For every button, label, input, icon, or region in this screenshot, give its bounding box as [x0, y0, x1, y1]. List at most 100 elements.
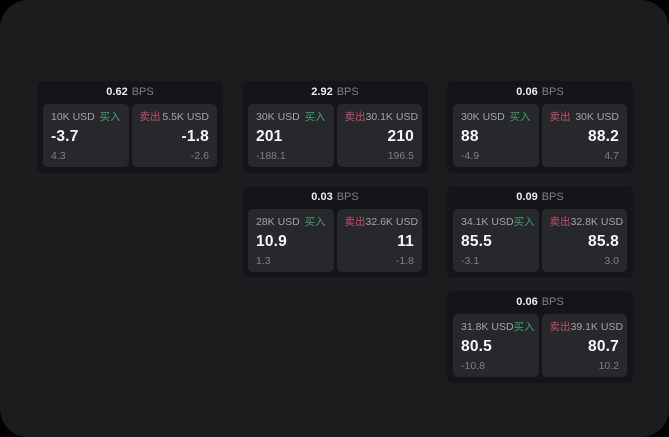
sell-panel[interactable]: 卖出 39.1K USD 80.7 10.2	[541, 314, 627, 377]
sell-panel-header: 卖出 30.1K USD	[344, 111, 419, 123]
quote-panels: 30K USD 买入 88 -4.9 卖出 30K USD 88.2 4.7	[453, 104, 627, 167]
quote-card: 0.06 BPS 30K USD 买入 88 -4.9 卖出 30K USD 8…	[447, 81, 633, 173]
quote-card: 0.62 BPS 10K USD 买入 -3.7 4.3 卖出 5.5K USD…	[37, 81, 223, 173]
buy-amount-label: 28K USD	[256, 216, 300, 228]
bps-unit: BPS	[131, 86, 154, 98]
bps-header: 0.03 BPS	[248, 186, 422, 209]
buy-amount-label: 30K USD	[256, 111, 300, 123]
bps-unit: BPS	[336, 86, 359, 98]
buy-sub-value: -188.1	[256, 149, 286, 162]
sell-panel-header: 卖出 39.1K USD	[549, 321, 624, 333]
sell-price: 210	[387, 127, 414, 145]
buy-sub-value: -3.1	[461, 254, 480, 267]
sell-amount-label: 32.6K USD	[365, 216, 419, 228]
bps-header: 2.92 BPS	[248, 81, 422, 104]
quote-panels: 34.1K USD 买入 85.5 -3.1 卖出 32.8K USD 85.8…	[453, 209, 627, 272]
sell-panel-header: 卖出 32.8K USD	[549, 216, 624, 228]
quote-panels: 30K USD 买入 201 -188.1 卖出 30.1K USD 210 1…	[248, 104, 422, 167]
buy-sub-value: 1.3	[256, 254, 271, 267]
bps-value: 0.62	[106, 86, 128, 98]
buy-panel-header: 30K USD 买入	[461, 112, 531, 123]
buy-price: 201	[256, 127, 283, 145]
quote-panels: 28K USD 买入 10.9 1.3 卖出 32.6K USD 11 -1.8	[248, 209, 422, 272]
sell-panel-header: 卖出 5.5K USD	[140, 112, 210, 123]
bps-header: 0.06 BPS	[453, 291, 627, 314]
sell-price: 80.7	[588, 337, 619, 355]
bps-value: 0.09	[516, 191, 538, 203]
sell-sub-value: -2.6	[190, 149, 209, 162]
buy-panel-header: 28K USD 买入	[256, 217, 326, 228]
sell-side-label: 卖出	[549, 321, 571, 333]
sell-panel-header: 卖出 32.6K USD	[344, 216, 419, 228]
sell-amount-label: 5.5K USD	[162, 111, 209, 123]
buy-panel-header: 30K USD 买入	[256, 112, 326, 123]
quote-card: 2.92 BPS 30K USD 买入 201 -188.1 卖出 30.1K …	[242, 81, 428, 173]
sell-panel-header: 卖出 30K USD	[550, 112, 620, 123]
bps-value: 0.03	[311, 191, 333, 203]
buy-panel-header: 34.1K USD 买入	[461, 216, 535, 228]
buy-side-label: 买入	[304, 216, 326, 228]
buy-panel[interactable]: 30K USD 买入 88 -4.9	[453, 104, 539, 167]
buy-panel[interactable]: 31.8K USD 买入 80.5 -10.8	[453, 314, 539, 377]
bps-unit: BPS	[336, 191, 359, 203]
sell-sub-value: 3.0	[604, 254, 619, 267]
sell-panel[interactable]: 卖出 5.5K USD -1.8 -2.6	[131, 104, 217, 167]
bps-header: 0.09 BPS	[453, 186, 627, 209]
buy-sub-value: -4.9	[461, 149, 480, 162]
bps-header: 0.06 BPS	[453, 81, 627, 104]
sell-panel[interactable]: 卖出 30K USD 88.2 4.7	[541, 104, 627, 167]
sell-side-label: 卖出	[344, 216, 366, 228]
quote-card: 0.03 BPS 28K USD 买入 10.9 1.3 卖出 32.6K US…	[242, 186, 428, 278]
buy-price: 88	[461, 127, 479, 145]
sell-price: 11	[397, 232, 414, 250]
sell-amount-label: 30K USD	[575, 111, 619, 123]
buy-amount-label: 10K USD	[51, 111, 95, 123]
buy-price: 80.5	[461, 337, 492, 355]
sell-panel[interactable]: 卖出 32.8K USD 85.8 3.0	[541, 209, 627, 272]
sell-sub-value: 4.7	[604, 149, 619, 162]
buy-amount-label: 31.8K USD	[461, 321, 514, 333]
sell-panel[interactable]: 卖出 30.1K USD 210 196.5	[336, 104, 422, 167]
sell-price: 85.8	[588, 232, 619, 250]
quote-card: 0.06 BPS 31.8K USD 买入 80.5 -10.8 卖出 39.1…	[447, 291, 633, 383]
sell-panel[interactable]: 卖出 32.6K USD 11 -1.8	[336, 209, 422, 272]
bps-value: 2.92	[311, 86, 333, 98]
buy-amount-label: 30K USD	[461, 111, 505, 123]
sell-amount-label: 32.8K USD	[570, 216, 624, 228]
bps-value: 0.06	[516, 296, 538, 308]
sell-side-label: 卖出	[344, 111, 366, 123]
buy-panel[interactable]: 28K USD 买入 10.9 1.3	[248, 209, 334, 272]
buy-panel[interactable]: 30K USD 买入 201 -188.1	[248, 104, 334, 167]
buy-side-label: 买入	[509, 111, 531, 123]
sell-price: -1.8	[181, 127, 209, 145]
bps-header: 0.62 BPS	[43, 81, 217, 104]
sell-sub-value: -1.8	[395, 254, 414, 267]
quote-panels: 31.8K USD 买入 80.5 -10.8 卖出 39.1K USD 80.…	[453, 314, 627, 377]
sell-side-label: 卖出	[549, 111, 571, 123]
bps-unit: BPS	[541, 191, 564, 203]
bps-value: 0.06	[516, 86, 538, 98]
buy-panel-header: 31.8K USD 买入	[461, 321, 535, 333]
buy-amount-label: 34.1K USD	[461, 216, 514, 228]
buy-panel[interactable]: 10K USD 买入 -3.7 4.3	[43, 104, 129, 167]
buy-panel-header: 10K USD 买入	[51, 112, 121, 123]
quote-card: 0.09 BPS 34.1K USD 买入 85.5 -3.1 卖出 32.8K…	[447, 186, 633, 278]
sell-price: 88.2	[588, 127, 619, 145]
buy-sub-value: 4.3	[51, 149, 66, 162]
buy-sub-value: -10.8	[461, 359, 485, 372]
buy-side-label: 买入	[99, 111, 121, 123]
bps-unit: BPS	[541, 296, 564, 308]
buy-price: -3.7	[51, 127, 79, 145]
quote-panels: 10K USD 买入 -3.7 4.3 卖出 5.5K USD -1.8 -2.…	[43, 104, 217, 167]
sell-sub-value: 10.2	[598, 359, 619, 372]
cards-grid: 0.62 BPS 10K USD 买入 -3.7 4.3 卖出 5.5K USD…	[37, 81, 633, 383]
sell-side-label: 卖出	[549, 216, 571, 228]
buy-price: 10.9	[256, 232, 287, 250]
bps-unit: BPS	[541, 86, 564, 98]
sell-amount-label: 39.1K USD	[570, 321, 624, 333]
buy-side-label: 买入	[513, 216, 535, 228]
sell-amount-label: 30.1K USD	[365, 111, 419, 123]
buy-side-label: 买入	[304, 111, 326, 123]
sell-side-label: 卖出	[139, 111, 161, 123]
buy-panel[interactable]: 34.1K USD 买入 85.5 -3.1	[453, 209, 539, 272]
